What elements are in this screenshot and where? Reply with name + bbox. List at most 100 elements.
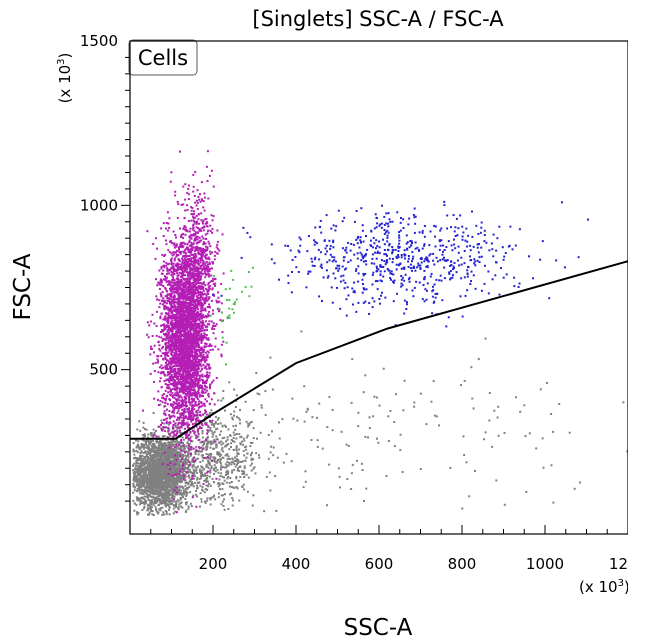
data-point xyxy=(136,428,139,431)
data-point xyxy=(146,439,149,442)
data-point xyxy=(226,461,229,463)
data-point xyxy=(213,392,216,395)
data-point xyxy=(251,504,254,507)
data-point xyxy=(175,433,178,436)
data-point xyxy=(207,457,210,460)
data-point xyxy=(166,417,169,420)
data-point xyxy=(166,302,168,305)
data-point xyxy=(171,453,174,456)
data-point xyxy=(164,344,167,347)
data-point xyxy=(186,343,189,346)
data-point xyxy=(160,451,163,454)
data-point xyxy=(174,454,177,457)
data-point xyxy=(201,432,204,435)
data-point xyxy=(182,474,185,477)
data-point xyxy=(172,483,175,486)
data-point xyxy=(282,461,285,464)
data-point xyxy=(186,441,189,444)
data-point xyxy=(160,494,163,496)
data-point xyxy=(205,415,207,418)
data-point xyxy=(149,489,152,492)
data-point xyxy=(141,464,144,467)
data-point xyxy=(182,335,185,338)
data-point xyxy=(181,421,184,424)
data-point xyxy=(172,435,175,438)
data-point xyxy=(137,512,140,515)
data-point xyxy=(206,378,209,381)
data-point xyxy=(138,485,141,488)
data-point xyxy=(167,423,170,426)
data-point xyxy=(142,409,144,412)
data-point xyxy=(154,465,157,468)
data-point xyxy=(254,472,257,475)
data-point xyxy=(215,438,218,441)
data-point xyxy=(225,471,228,474)
data-point xyxy=(187,443,190,446)
data-point xyxy=(165,455,168,458)
data-point xyxy=(191,253,194,256)
data-point xyxy=(195,448,198,451)
data-point xyxy=(145,428,148,431)
data-point xyxy=(207,351,210,354)
data-point xyxy=(340,430,343,433)
data-point xyxy=(159,492,162,495)
data-point xyxy=(203,468,206,471)
data-point xyxy=(152,451,155,454)
data-point xyxy=(156,499,159,502)
data-point xyxy=(196,395,199,398)
data-point xyxy=(218,453,221,456)
data-point xyxy=(175,460,177,463)
data-point xyxy=(165,278,168,281)
data-point xyxy=(199,450,202,453)
data-point xyxy=(199,505,201,508)
data-point xyxy=(155,237,157,240)
data-point xyxy=(135,484,138,487)
data-point xyxy=(153,459,156,462)
data-point xyxy=(157,445,160,448)
data-point xyxy=(145,487,148,490)
data-point xyxy=(142,497,145,500)
data-point xyxy=(201,454,204,457)
data-point xyxy=(197,453,200,456)
data-point xyxy=(160,419,163,422)
data-point xyxy=(139,500,142,503)
data-point xyxy=(152,412,155,414)
data-point xyxy=(145,451,148,454)
data-point xyxy=(233,440,236,443)
data-point xyxy=(267,434,270,436)
data-point xyxy=(162,493,165,496)
data-point xyxy=(167,339,170,342)
data-point xyxy=(151,463,154,466)
data-point xyxy=(232,448,235,451)
data-point xyxy=(167,355,170,357)
data-point xyxy=(144,440,147,443)
data-point xyxy=(165,337,168,340)
data-point xyxy=(162,483,165,486)
data-point xyxy=(195,484,198,487)
data-point xyxy=(175,468,178,470)
data-point xyxy=(177,423,180,426)
data-point xyxy=(176,200,179,203)
data-point xyxy=(203,479,206,482)
data-point xyxy=(221,488,224,491)
data-point xyxy=(181,262,184,265)
data-point xyxy=(160,453,163,456)
data-point xyxy=(173,337,176,340)
data-point xyxy=(389,410,392,412)
data-point xyxy=(185,457,187,460)
data-point xyxy=(227,470,230,473)
data-point xyxy=(167,342,170,344)
data-point xyxy=(184,252,187,255)
data-point xyxy=(182,450,185,452)
data-point xyxy=(185,435,188,437)
data-point xyxy=(165,480,168,483)
data-point xyxy=(182,455,185,458)
data-point xyxy=(338,475,341,478)
data-point xyxy=(177,383,180,386)
data-point xyxy=(180,445,183,448)
data-point xyxy=(174,479,177,482)
data-point xyxy=(168,494,171,496)
data-point xyxy=(159,463,162,466)
data-point xyxy=(166,326,169,328)
